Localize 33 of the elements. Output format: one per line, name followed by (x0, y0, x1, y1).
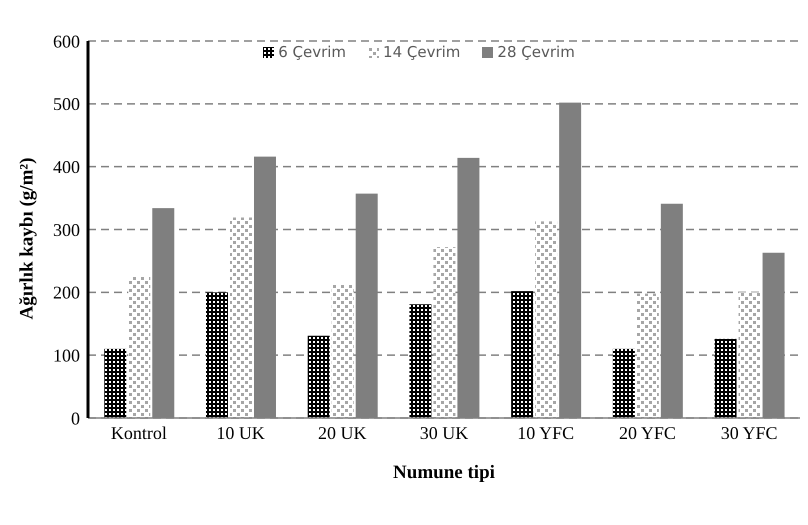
x-tick-label: 30 UK (420, 422, 468, 443)
legend-label: 14 Çevrim (382, 43, 460, 61)
bar (230, 218, 252, 418)
bar (128, 276, 150, 418)
y-tick-label: 100 (53, 346, 80, 366)
y-tick-label: 200 (53, 282, 80, 303)
y-tick-label: 0 (71, 408, 80, 428)
bar (714, 338, 737, 418)
bar (738, 292, 761, 418)
bar (332, 284, 354, 418)
bar (206, 292, 228, 418)
y-tick-label: 600 (53, 31, 80, 52)
x-tick-label: 20 UK (318, 422, 367, 443)
bar (535, 221, 558, 418)
bar (612, 348, 635, 418)
x-tick-label: 10 UK (216, 422, 265, 443)
bar (511, 291, 534, 418)
y-axis-title: Ağırlık kaybı (g/m²) (16, 158, 38, 320)
y-tick-label: 500 (53, 94, 80, 114)
x-tick-label: 10 YFC (517, 422, 574, 443)
y-tick-label: 300 (53, 220, 80, 240)
bar (409, 304, 432, 418)
x-axis-title: Numune tipi (393, 462, 495, 483)
legend-label: 28 Çevrim (496, 43, 575, 61)
x-tick-label: Kontrol (110, 422, 167, 443)
legend-label: 6 Çevrim (277, 43, 346, 61)
x-tick-label: 30 YFC (720, 422, 778, 443)
bar (104, 348, 126, 418)
bar (636, 294, 659, 418)
bar (308, 336, 330, 418)
x-tick-label: 20 YFC (619, 422, 676, 443)
bar (433, 247, 456, 418)
y-tick-label: 400 (53, 157, 80, 178)
